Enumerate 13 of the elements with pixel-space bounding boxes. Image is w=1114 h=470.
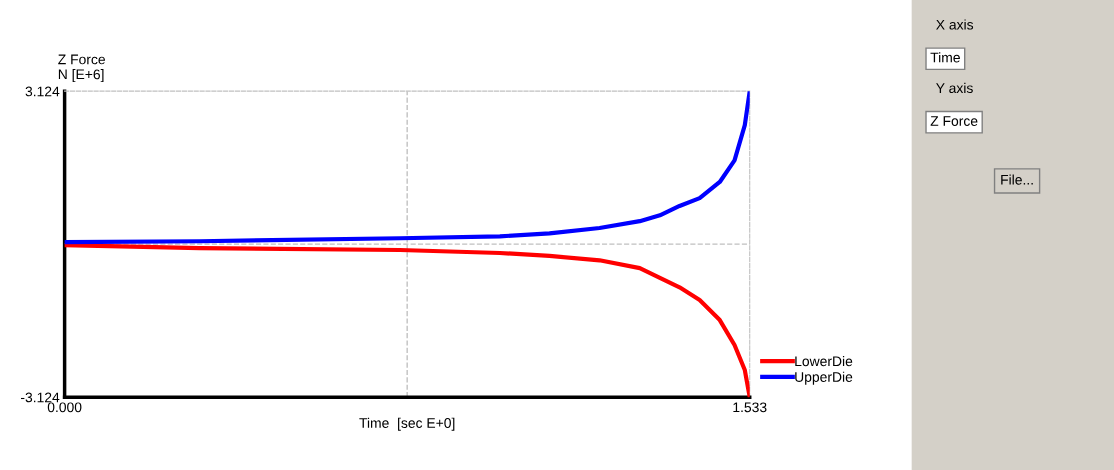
- text: Time: [930, 52, 960, 63]
- y-axis-title: Z Force N [E+6]: [58, 54, 105, 82]
- x-tick-label: 1.533: [733, 402, 767, 413]
- legend-label: UpperDie: [795, 371, 853, 385]
- x-tick-label: 0.000: [47, 402, 82, 413]
- text: Z Force: [930, 116, 978, 126]
- legend-label: LowerDie: [795, 355, 853, 367]
- text: Y axis: [936, 82, 973, 94]
- y-tick-label: 3.124: [25, 86, 60, 97]
- x-axis-title: Time [sec E+0]: [359, 417, 455, 431]
- y-tick-label: -3.124: [20, 392, 60, 403]
- text: X axis: [936, 19, 974, 30]
- text: File...: [1001, 174, 1033, 185]
